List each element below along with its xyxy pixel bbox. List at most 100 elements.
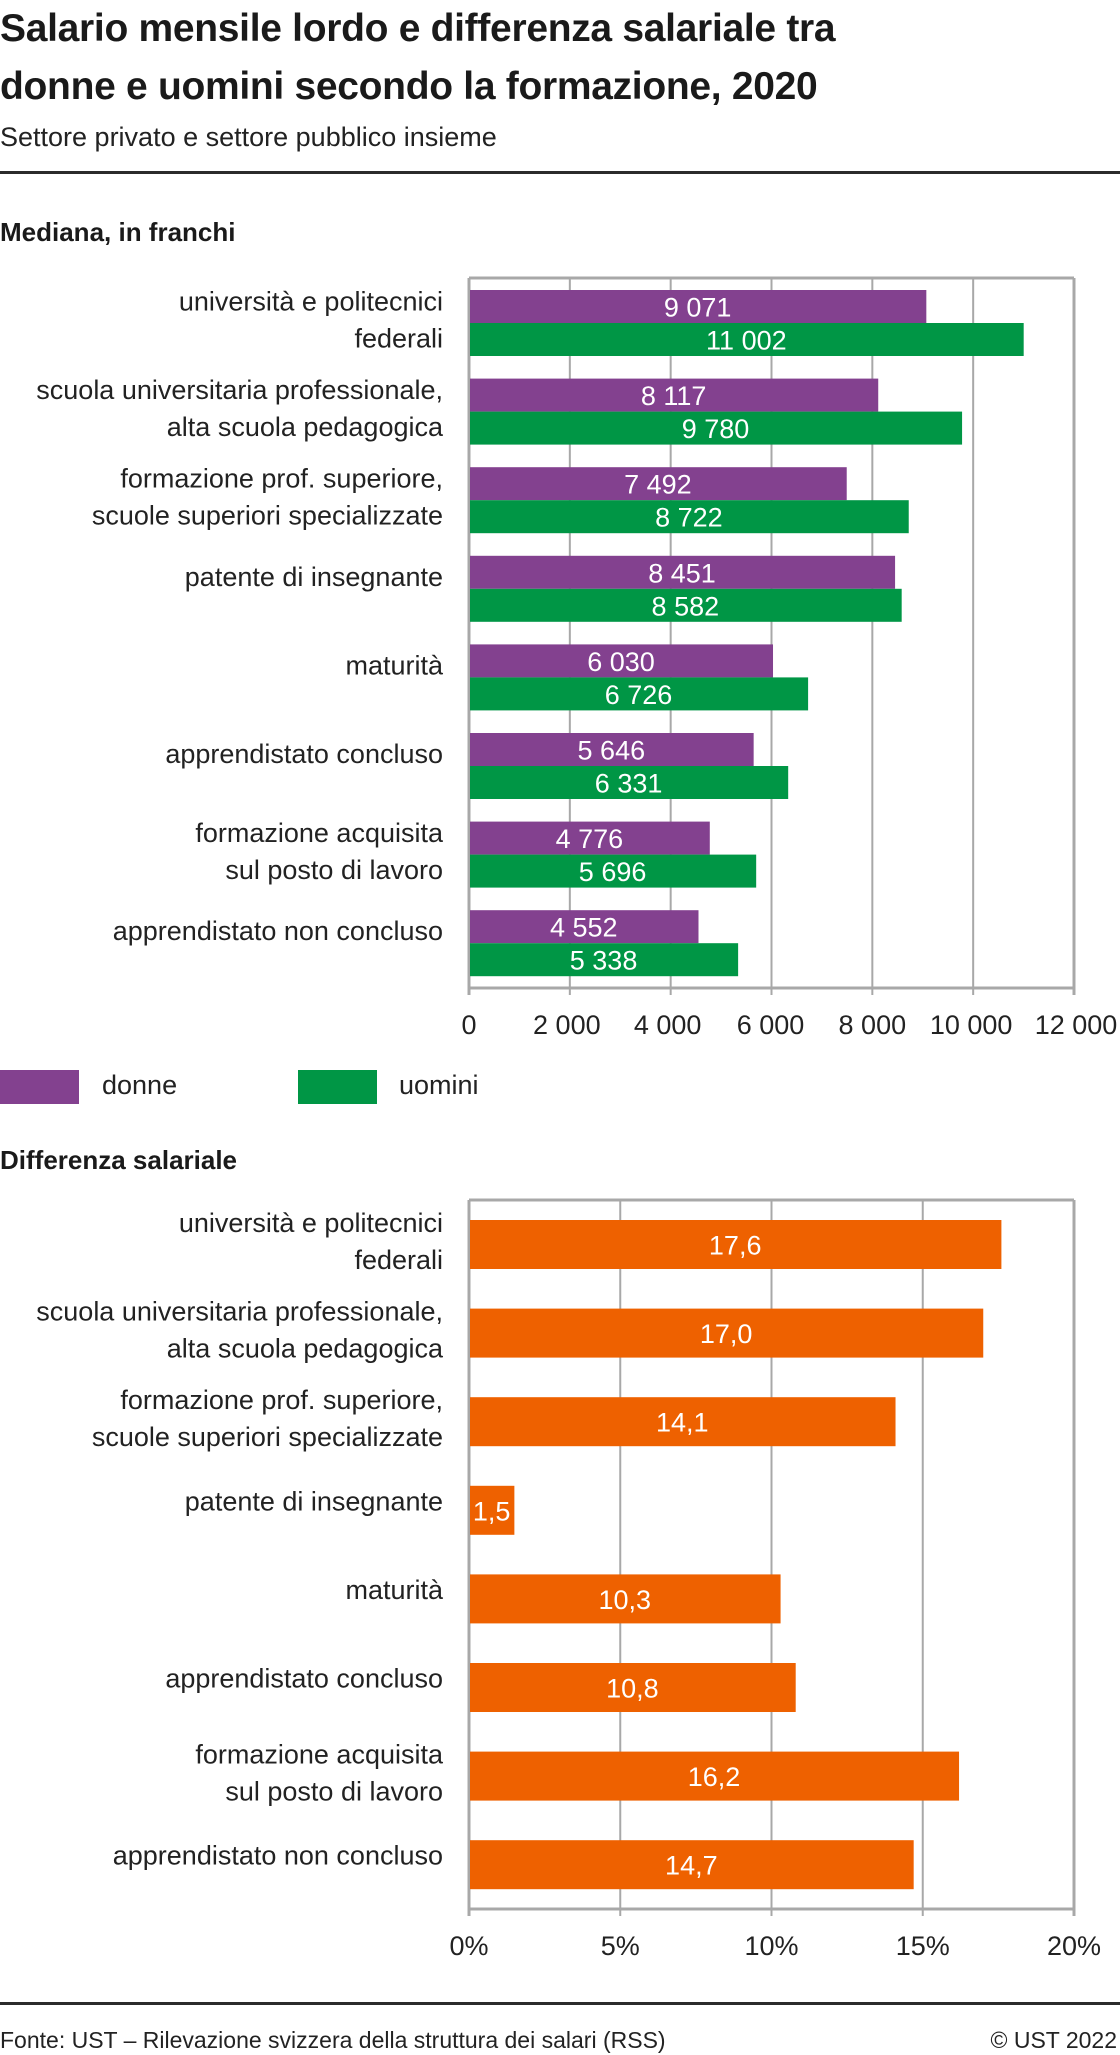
- bar-donne: [470, 555, 896, 589]
- bar-differenza-salariale: [470, 1663, 796, 1712]
- category-label: alta scuola pedagogica: [167, 412, 444, 442]
- bar-uomini: [470, 323, 1024, 356]
- bar-differenza-salariale: [470, 1751, 960, 1801]
- category-label: patente di insegnante: [185, 1486, 443, 1516]
- x-tick-label: 15%: [896, 1931, 950, 1961]
- bar-uomini: [470, 588, 902, 622]
- bar-differenza-salariale: [470, 1840, 914, 1890]
- x-tick-label: 6 000: [737, 1010, 805, 1040]
- bar-donne: [470, 644, 774, 678]
- bar-differenza-salariale: [470, 1485, 515, 1535]
- category-label: formazione prof. superiore,: [120, 464, 443, 494]
- category-label: sul posto di lavoro: [225, 855, 443, 885]
- data-label: 14,7: [665, 1851, 718, 1881]
- legend-swatch-donne: [0, 1070, 79, 1104]
- bar-uomini: [470, 943, 739, 977]
- data-label: 17,0: [700, 1319, 753, 1349]
- category-label: maturità: [345, 650, 444, 680]
- data-label: 10,3: [599, 1585, 652, 1615]
- data-label: 11 002: [706, 326, 787, 356]
- bar-differenza-salariale: [470, 1220, 1002, 1269]
- bar-donne: [470, 733, 754, 766]
- bar-differenza-salariale: [470, 1397, 896, 1447]
- category-label: università e politecnici: [179, 1208, 443, 1238]
- bar-differenza-salariale: [470, 1574, 781, 1624]
- data-label: 14,1: [656, 1408, 709, 1438]
- section-title-median: Mediana, in franchi: [0, 217, 236, 247]
- x-tick-label: 12 000: [1035, 1010, 1118, 1040]
- data-label: 6 331: [595, 769, 663, 799]
- data-label: 17,6: [709, 1231, 762, 1261]
- data-label: 7 492: [624, 470, 692, 500]
- x-tick-label: 2 000: [533, 1010, 601, 1040]
- x-tick-label: 10%: [744, 1931, 798, 1961]
- data-label: 6 030: [587, 647, 655, 677]
- category-label: patente di insegnante: [185, 562, 443, 592]
- header-divider: [0, 171, 1120, 174]
- category-label: federali: [354, 1245, 443, 1275]
- data-label: 9 071: [664, 293, 732, 323]
- category-label: formazione acquisita: [195, 818, 444, 848]
- category-label: scuola universitaria professionale,: [36, 1297, 443, 1327]
- bar-donne: [470, 378, 879, 412]
- bar-donne: [470, 821, 710, 855]
- bar-donne: [470, 910, 699, 944]
- x-tick-label: 0: [461, 1010, 476, 1040]
- bar-donne: [470, 467, 847, 501]
- data-label: 9 780: [682, 414, 750, 444]
- footer-source: Fonte: UST – Rilevazione svizzera della …: [0, 2027, 666, 2053]
- data-label: 5 696: [579, 857, 647, 887]
- category-label: formazione prof. superiore,: [120, 1385, 443, 1415]
- bar-uomini: [470, 854, 757, 888]
- data-label: 1,5: [473, 1496, 511, 1526]
- data-label: 5 338: [570, 946, 638, 976]
- data-label: 8 722: [655, 503, 723, 533]
- bar-uomini: [470, 500, 909, 534]
- legend-swatch-uomini: [298, 1070, 377, 1104]
- bar-uomini: [470, 766, 789, 799]
- category-label: apprendistato concluso: [165, 1664, 443, 1694]
- data-label: 4 776: [556, 824, 624, 854]
- data-label: 8 582: [652, 591, 720, 621]
- x-tick-label: 8 000: [839, 1010, 907, 1040]
- bar-uomini: [470, 677, 809, 711]
- category-label: apprendistato non concluso: [113, 916, 443, 946]
- section-title-gap: Differenza salariale: [0, 1145, 238, 1175]
- data-label: 8 451: [648, 558, 716, 588]
- x-tick-label: 4 000: [634, 1010, 702, 1040]
- category-label: maturità: [345, 1575, 444, 1605]
- data-label: 4 552: [550, 913, 618, 943]
- data-label: 5 646: [578, 736, 646, 766]
- wage-gap-chart: 0% 5% 10% 15% 20% 17,6 università e politecnic…: [36, 1198, 1101, 1961]
- category-label: alta scuola pedagogica: [167, 1334, 444, 1364]
- bar-differenza-salariale: [470, 1308, 984, 1358]
- footer-copyright: © UST 2022: [990, 2027, 1117, 2053]
- median-salary-chart: 0 2 000 4 000 6 000 8 000 10 000 12 000 9 07111…: [36, 276, 1118, 1040]
- chart-title-line-2: donne e uomini secondo la formazione, 20…: [0, 65, 818, 108]
- x-tick-label: 10 000: [930, 1010, 1013, 1040]
- category-label: scuola universitaria professionale,: [36, 375, 443, 405]
- data-label: 10,8: [606, 1674, 659, 1704]
- category-label: scuole superiori specializzate: [92, 501, 443, 531]
- chart-title: Salario mensile lordo e differenza salar…: [0, 0, 1110, 116]
- category-label: apprendistato non concluso: [113, 1841, 443, 1871]
- category-label: scuole superiori specializzate: [92, 1422, 443, 1452]
- chart-title-line-1: Salario mensile lordo e differenza salar…: [0, 7, 836, 50]
- x-tick-label: 5%: [601, 1931, 640, 1961]
- bar-donne: [470, 290, 927, 323]
- category-label: apprendistato concluso: [165, 739, 443, 769]
- footer-divider: [0, 2002, 1120, 2005]
- x-tick-label: 20%: [1047, 1931, 1101, 1961]
- category-label: università e politecnici: [179, 287, 443, 317]
- category-label: sul posto di lavoro: [225, 1777, 443, 1807]
- data-label: 6 726: [605, 680, 673, 710]
- bar-uomini: [470, 411, 963, 445]
- legend-label-uomini: uomini: [399, 1070, 479, 1100]
- category-label: formazione acquisita: [195, 1740, 444, 1770]
- legend: donne uomini: [0, 1070, 500, 1104]
- data-label: 16,2: [688, 1762, 741, 1792]
- data-label: 8 117: [641, 381, 707, 411]
- legend-label-donne: donne: [102, 1070, 178, 1100]
- chart-subtitle: Settore privato e settore pubblico insie…: [0, 122, 497, 152]
- x-tick-label: 0%: [449, 1931, 488, 1961]
